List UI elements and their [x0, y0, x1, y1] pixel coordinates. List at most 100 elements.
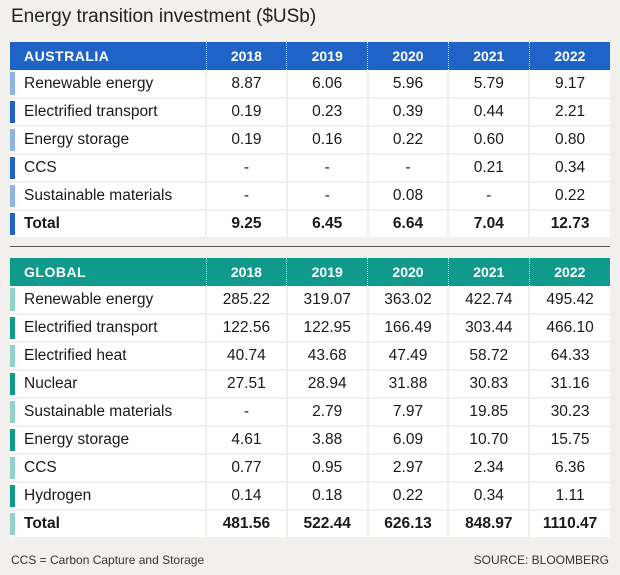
value-cell: 0.23 — [286, 98, 369, 127]
value-cell: - — [286, 154, 369, 183]
value-cell: 5.96 — [367, 70, 450, 99]
value-cell: 363.02 — [367, 286, 450, 315]
row-label-cell: CCS — [10, 454, 207, 483]
value-cell: 30.83 — [448, 370, 531, 399]
category-color-bar — [10, 485, 15, 507]
value-cell: 6.45 — [286, 210, 369, 239]
category-color-bar — [10, 288, 15, 311]
row-label-cell: Renewable energy — [10, 286, 207, 315]
value-cell: 848.97 — [448, 510, 531, 539]
row-label-cell: Total — [10, 510, 207, 539]
value-cell: - — [448, 182, 531, 211]
value-cell: 0.34 — [529, 154, 610, 183]
category-color-bar — [10, 429, 15, 451]
row-label: Energy storage — [24, 131, 130, 148]
category-color-bar — [10, 317, 15, 339]
table-row: Sustainable materials - -0.08-0.22 — [10, 182, 610, 211]
value-cell: 0.80 — [529, 126, 610, 155]
row-label: CCS — [24, 159, 57, 176]
value-cell: 0.18 — [286, 482, 369, 511]
value-cell: 285.22 — [206, 286, 288, 315]
value-cell: 0.14 — [206, 482, 288, 511]
table-row: Sustainable materials -2.79 7.97 19.85 30.23 — [10, 398, 610, 427]
year-header: 2022 — [529, 258, 610, 286]
value-cell: 27.51 — [206, 370, 288, 399]
global-header-row: GLOBAL 2018 2019 2020 2021 2022 — [10, 258, 610, 286]
value-cell: 0.19 — [206, 126, 288, 155]
value-cell: 7.97 — [367, 398, 450, 427]
value-cell: 5.79 — [448, 70, 531, 99]
value-cell: 15.75 — [529, 426, 610, 455]
value-cell: 626.13 — [367, 510, 450, 539]
value-cell: 422.74 — [448, 286, 531, 315]
value-cell: 6.36 — [529, 454, 610, 483]
value-cell: - — [206, 154, 288, 183]
value-cell: 0.44 — [448, 98, 531, 127]
value-cell: 0.22 — [367, 126, 450, 155]
row-label-cell: Electrified transport — [10, 314, 207, 343]
value-cell: 522.44 — [286, 510, 369, 539]
value-cell: 7.04 — [448, 210, 531, 239]
value-cell: - — [206, 398, 288, 427]
value-cell: 0.34 — [448, 482, 531, 511]
value-cell: 6.09 — [367, 426, 450, 455]
row-label: Total — [24, 515, 60, 532]
value-cell: 122.56 — [206, 314, 288, 343]
table-row: Electrified transport 0.19 0.23 0.39 0.44 2.2… — [10, 98, 610, 127]
value-cell: 303.44 — [448, 314, 531, 343]
value-cell: 481.56 — [206, 510, 288, 539]
value-cell: 6.06 — [286, 70, 369, 99]
value-cell: 0.19 — [206, 98, 288, 127]
value-cell: - — [286, 182, 369, 211]
table-row: Nuclear 27.51 28.94 31.88 30.83 31.16 — [10, 370, 610, 399]
row-label-cell: Sustainable materials — [10, 398, 207, 427]
value-cell: 28.94 — [286, 370, 369, 399]
category-color-bar — [10, 213, 15, 235]
table-row: CCS - - -0.21 0.34 — [10, 154, 610, 183]
year-header: 2019 — [286, 42, 369, 70]
value-cell: 466.10 — [529, 314, 610, 343]
year-header: 2018 — [206, 42, 288, 70]
row-label-cell: Nuclear — [10, 370, 207, 399]
row-label: Electrified heat — [24, 347, 127, 364]
table-row: Energy storage 0.19 0.16 0.22 0.60 0.80 — [10, 126, 610, 155]
section-divider — [10, 246, 610, 247]
table-row: Renewable energy 285.22 319.07 363.02 422.74… — [10, 286, 610, 315]
row-label: Sustainable materials — [24, 187, 173, 204]
value-cell: 40.74 — [206, 342, 288, 371]
year-header: 2020 — [367, 258, 449, 286]
value-cell: 0.22 — [367, 482, 450, 511]
row-label: Renewable energy — [24, 74, 154, 92]
row-label-cell: Electrified transport — [10, 98, 207, 127]
value-cell: 9.17 — [529, 70, 610, 99]
row-label-cell: Renewable energy — [10, 70, 207, 99]
row-label-cell: Electrified heat — [10, 342, 207, 371]
year-header: 2021 — [448, 258, 530, 286]
value-cell: 64.33 — [529, 342, 610, 371]
row-label-cell: Hydrogen — [10, 482, 207, 511]
australia-header-row: AUSTRALIA 2018 2019 2020 2021 2022 — [10, 42, 610, 70]
table-row: Energy storage 4.61 3.88 6.09 10.70 15.75 — [10, 426, 610, 455]
row-label: Sustainable materials — [24, 403, 173, 420]
row-label: CCS — [24, 459, 57, 476]
row-label-cell: Energy storage — [10, 126, 207, 155]
year-header: 2019 — [286, 258, 369, 286]
year-header: 2020 — [367, 42, 449, 70]
row-label: Total — [24, 215, 60, 232]
global-table: GLOBAL 2018 2019 2020 2021 2022 Renewabl… — [10, 258, 610, 539]
value-cell: 58.72 — [448, 342, 531, 371]
value-cell: 31.16 — [529, 370, 610, 399]
row-label: Energy storage — [24, 431, 130, 448]
value-cell: 0.21 — [448, 154, 531, 183]
global-header: GLOBAL — [10, 258, 207, 286]
value-cell: 8.87 — [206, 70, 288, 99]
value-cell: 495.42 — [529, 286, 610, 315]
value-cell: - — [206, 182, 288, 211]
value-cell: 12.73 — [529, 210, 610, 239]
category-color-bar — [10, 185, 15, 207]
row-label-cell: CCS — [10, 154, 207, 183]
value-cell: 0.39 — [367, 98, 450, 127]
source-credit: SOURCE: BLOOMBERG — [473, 553, 609, 567]
row-label: Electrified transport — [24, 319, 158, 336]
value-cell: 6.64 — [367, 210, 450, 239]
